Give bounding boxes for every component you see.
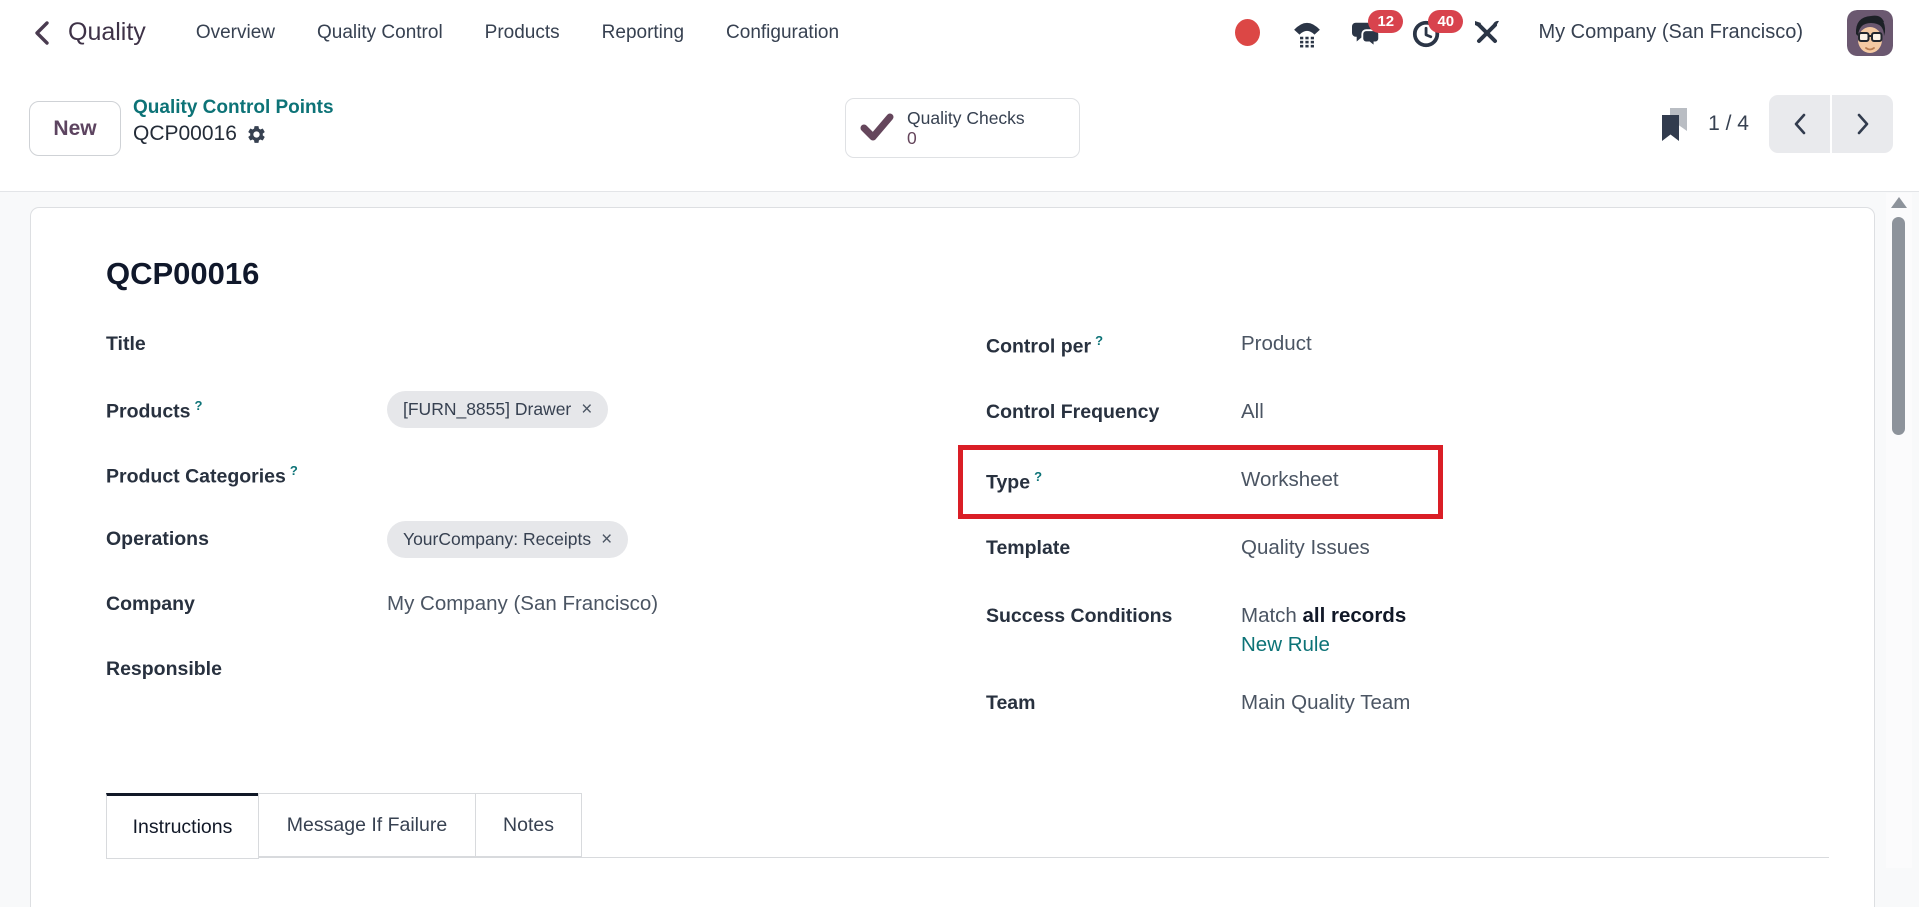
title-input[interactable] — [387, 326, 966, 360]
field-type-label: Type? — [986, 469, 1043, 494]
app-name[interactable]: Quality — [68, 18, 146, 46]
new-button[interactable]: New — [29, 101, 121, 156]
company-value[interactable]: My Company (San Francisco) — [387, 592, 659, 615]
field-company-label: Company — [106, 593, 195, 615]
menu-products[interactable]: Products — [484, 21, 560, 43]
field-control-frequency: Control Frequency All — [986, 394, 1786, 434]
breadcrumb: Quality Control Points QCP00016 — [133, 97, 334, 146]
scrollbar-thumb[interactable] — [1892, 217, 1905, 435]
tab-notes[interactable]: Notes — [475, 793, 582, 857]
activities-badge: 40 — [1428, 9, 1464, 33]
field-products-label: Products? — [106, 398, 203, 423]
smart-button-count: 0 — [907, 128, 917, 148]
responsible-input[interactable] — [387, 651, 966, 685]
field-control-per: Control per? Product — [986, 326, 1786, 366]
tab-message-if-failure[interactable]: Message If Failure — [258, 793, 476, 857]
recording-dot-icon[interactable] — [1232, 18, 1262, 48]
fields-right-column: Control per? Product Control Frequency A… — [958, 326, 1786, 753]
pager-previous-button[interactable] — [1769, 95, 1830, 153]
notebook-tabs: Instructions Message If Failure Notes — [106, 793, 1829, 859]
gear-icon[interactable] — [246, 124, 267, 145]
record-title: QCP00016 — [106, 256, 260, 291]
user-avatar[interactable] — [1847, 9, 1893, 56]
field-company: Company My Company (San Francisco) — [106, 586, 966, 626]
field-team-label: Team — [986, 692, 1036, 714]
top-navbar: Quality Overview Quality Control Product… — [0, 0, 1919, 65]
field-template: Template Quality Issues — [986, 530, 1786, 570]
pager-next-button[interactable] — [1832, 95, 1893, 153]
field-operations-label: Operations — [106, 528, 209, 550]
team-value[interactable]: Main Quality Team — [1241, 691, 1411, 714]
main-menu: Overview Quality Control Products Report… — [196, 22, 839, 44]
menu-overview[interactable]: Overview — [195, 21, 275, 43]
product-categories-input[interactable] — [387, 456, 966, 490]
template-value[interactable]: Quality Issues — [1241, 536, 1370, 559]
check-icon — [860, 113, 894, 143]
field-operations: Operations YourCompany: Receipts × — [106, 521, 966, 561]
form-sheet: QCP00016 Title Products? [FURN_8855] Dra… — [30, 207, 1875, 907]
operation-tag[interactable]: YourCompany: Receipts × — [387, 521, 629, 558]
vertical-scrollbar[interactable] — [1886, 193, 1912, 868]
field-product-categories-label: Product Categories? — [106, 463, 298, 488]
scroll-up-arrow[interactable] — [1891, 197, 1907, 208]
type-highlight-box: Type? Worksheet — [958, 445, 1443, 519]
pager-value: 1 / 4 — [1708, 112, 1749, 135]
help-icon[interactable]: ? — [194, 398, 203, 413]
menu-quality-control[interactable]: Quality Control — [317, 21, 443, 43]
quality-checks-smart-button[interactable]: Quality Checks 0 — [845, 98, 1080, 158]
new-rule-link[interactable]: New Rule — [1241, 633, 1330, 656]
type-value[interactable]: Worksheet — [1241, 468, 1339, 491]
field-control-per-label: Control per? — [986, 333, 1104, 358]
phone-icon[interactable] — [1292, 18, 1322, 48]
field-responsible: Responsible — [106, 651, 966, 691]
messages-badge: 12 — [1368, 9, 1404, 33]
menu-reporting[interactable]: Reporting — [601, 21, 685, 43]
tab-instructions[interactable]: Instructions — [106, 793, 259, 859]
breadcrumb-record-name: QCP00016 — [133, 122, 237, 145]
field-responsible-label: Responsible — [106, 658, 222, 680]
success-conditions-value: Match all records — [1241, 604, 1407, 627]
control-panel: New Quality Control Points QCP00016 Qual… — [0, 65, 1919, 192]
field-type: Type? Worksheet — [986, 462, 1415, 502]
fields-left-column: Title Products? [FURN_8855] Drawer × Pro… — [106, 326, 966, 716]
field-control-frequency-label: Control Frequency — [986, 401, 1160, 423]
field-title-label: Title — [106, 333, 146, 355]
tag-remove-icon[interactable]: × — [601, 529, 613, 550]
field-products: Products? [FURN_8855] Drawer × — [106, 391, 966, 431]
field-success-conditions: Success Conditions Match all records New… — [986, 598, 1786, 657]
field-title: Title — [106, 326, 966, 366]
control-per-value[interactable]: Product — [1241, 332, 1312, 355]
bookmark-icon[interactable] — [1661, 107, 1688, 141]
tools-icon[interactable] — [1472, 18, 1502, 48]
back-chevron-icon[interactable] — [30, 20, 56, 46]
tag-remove-icon[interactable]: × — [581, 399, 593, 420]
activities-clock-icon[interactable]: 40 — [1412, 9, 1464, 48]
help-icon[interactable]: ? — [1034, 469, 1043, 484]
menu-configuration[interactable]: Configuration — [726, 21, 840, 43]
help-icon[interactable]: ? — [1095, 333, 1104, 348]
breadcrumb-parent-link[interactable]: Quality Control Points — [133, 97, 334, 118]
systray: 12 40 My Company (San Francisco) — [1232, 9, 1893, 56]
company-switcher[interactable]: My Company (San Francisco) — [1538, 21, 1803, 43]
messages-icon[interactable]: 12 — [1352, 9, 1404, 48]
smart-button-label: Quality Checks — [907, 107, 1025, 128]
control-frequency-value[interactable]: All — [1241, 400, 1264, 423]
field-success-conditions-label: Success Conditions — [986, 605, 1173, 627]
field-template-label: Template — [986, 537, 1071, 559]
help-icon[interactable]: ? — [289, 463, 298, 478]
field-team: Team Main Quality Team — [986, 685, 1786, 725]
product-tag[interactable]: [FURN_8855] Drawer × — [387, 391, 609, 428]
field-product-categories: Product Categories? — [106, 456, 966, 496]
pager: 1 / 4 — [1661, 95, 1893, 153]
